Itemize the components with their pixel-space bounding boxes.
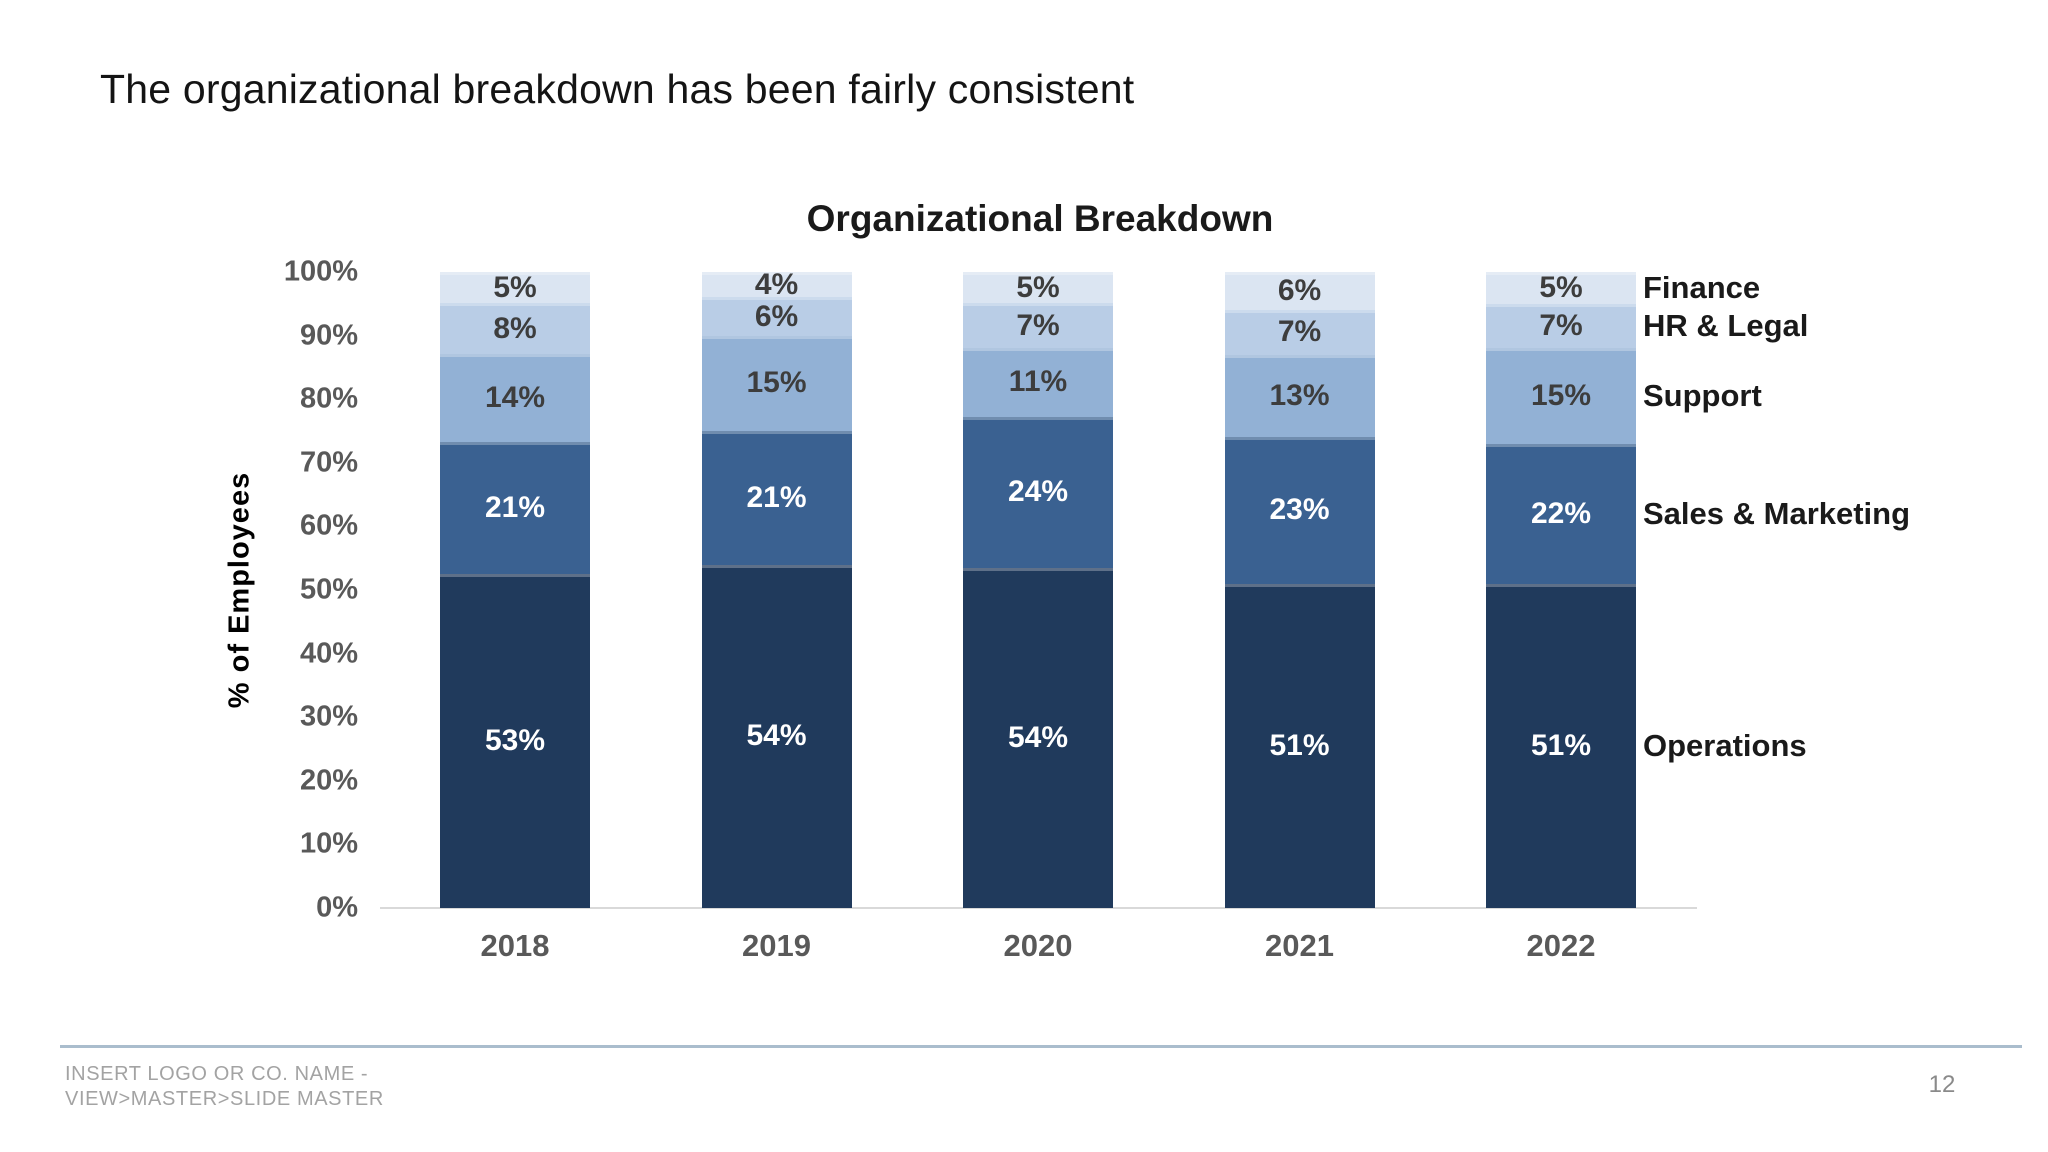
y-tick-label: 50% [299, 573, 358, 606]
bar-value-label: 7% [1539, 309, 1583, 343]
x-category-label: 2021 [1265, 928, 1334, 963]
bar-segment: 21% [701, 431, 852, 565]
bar-value-label: 51% [1530, 728, 1592, 762]
bar-value-label: 14% [484, 380, 546, 414]
bar-value-label: 15% [1530, 379, 1592, 412]
bar-value-label: 15% [746, 366, 807, 400]
legend-label-support: Support [1643, 378, 1762, 414]
bar-segment: 13% [1224, 354, 1375, 438]
bar-segment: 22% [1486, 443, 1636, 584]
bar-value-label: 4% [754, 267, 799, 301]
bar-segment: 6% [1224, 272, 1375, 311]
bar-segment: 7% [963, 303, 1113, 348]
y-tick-label: 80% [299, 382, 358, 415]
bar-value-label: 6% [754, 299, 799, 333]
x-axis-baseline [380, 907, 1697, 909]
bar-segment: 54% [701, 564, 852, 908]
bar-segment: 5% [963, 270, 1113, 304]
legend-label-sales-marketing: Sales & Marketing [1643, 495, 1911, 531]
y-tick-label: 40% [299, 637, 358, 670]
y-tick-label: 0% [316, 891, 358, 924]
bar-segment: 51% [1224, 583, 1375, 908]
bar-value-label: 5% [493, 270, 537, 304]
bar-segment: 6% [701, 297, 852, 336]
x-category-label: 2019 [742, 928, 811, 963]
chart-title: Organizational Breakdown [806, 198, 1274, 239]
bar-value-label: 23% [1269, 493, 1330, 527]
bar-segment: 51% [1486, 583, 1636, 908]
bar-value-label: 21% [484, 491, 546, 525]
x-category-label: 2022 [1526, 928, 1596, 963]
bar-segment: 24% [963, 416, 1113, 568]
footer-divider [60, 1045, 2022, 1048]
bar-value-label: 54% [1007, 720, 1069, 754]
bar-segment: 54% [963, 567, 1113, 908]
legend-label-operations: Operations [1643, 727, 1807, 763]
legend-label-hr-legal: HR & Legal [1643, 308, 1809, 344]
bar-segment: 21% [440, 442, 590, 575]
footer-placeholder-line2: VIEW>MASTER>SLIDE MASTER [65, 1088, 384, 1110]
bar-value-label: 6% [1277, 274, 1322, 308]
bar-value-label: 13% [1269, 379, 1330, 412]
y-tick-label: 90% [299, 319, 358, 352]
bar-segment: 5% [1486, 272, 1636, 304]
bar-value-label: 54% [746, 719, 807, 753]
y-tick-label: 30% [299, 700, 358, 733]
bar-value-label: 22% [1530, 496, 1592, 530]
bar-value-label: 11% [1008, 365, 1068, 399]
bar-value-label: 7% [1016, 308, 1060, 342]
bar-value-label: 7% [1277, 315, 1322, 349]
bar-segment: 53% [440, 574, 590, 908]
x-category-label: 2018 [480, 928, 550, 963]
bar-value-label: 8% [493, 311, 537, 345]
bar-value-label: 5% [1016, 270, 1060, 304]
y-tick-label: 20% [299, 764, 358, 797]
bar-segment: 4% [701, 267, 852, 301]
y-tick-label: 70% [299, 446, 358, 479]
bar-segment: 15% [701, 335, 852, 431]
bar-segment: 15% [1486, 348, 1636, 444]
bar-value-label: 51% [1269, 728, 1330, 762]
y-tick-label: 60% [299, 509, 358, 542]
bar-value-label: 53% [484, 724, 546, 758]
bar-segment: 11% [963, 347, 1113, 417]
bar-segment: 5% [440, 270, 590, 304]
bar-segment: 23% [1224, 437, 1375, 584]
y-tick-label: 100% [283, 255, 358, 288]
bar-segment: 7% [1486, 303, 1636, 349]
bar-value-label: 24% [1007, 475, 1069, 509]
bar-segment: 7% [1224, 310, 1375, 355]
bar-value-label: 21% [746, 480, 807, 514]
page-number: 12 [1928, 1071, 1956, 1098]
legend-label-finance: Finance [1643, 269, 1761, 305]
bar-segment: 14% [440, 353, 590, 443]
y-tick-label: 10% [299, 827, 358, 860]
bar-value-label: 5% [1539, 270, 1583, 304]
slide-title: The organizational breakdown has been fa… [100, 66, 1135, 112]
footer-placeholder-line1: INSERT LOGO OR CO. NAME - [65, 1063, 369, 1085]
x-category-label: 2020 [1003, 928, 1073, 963]
bar-segment: 8% [440, 303, 590, 354]
